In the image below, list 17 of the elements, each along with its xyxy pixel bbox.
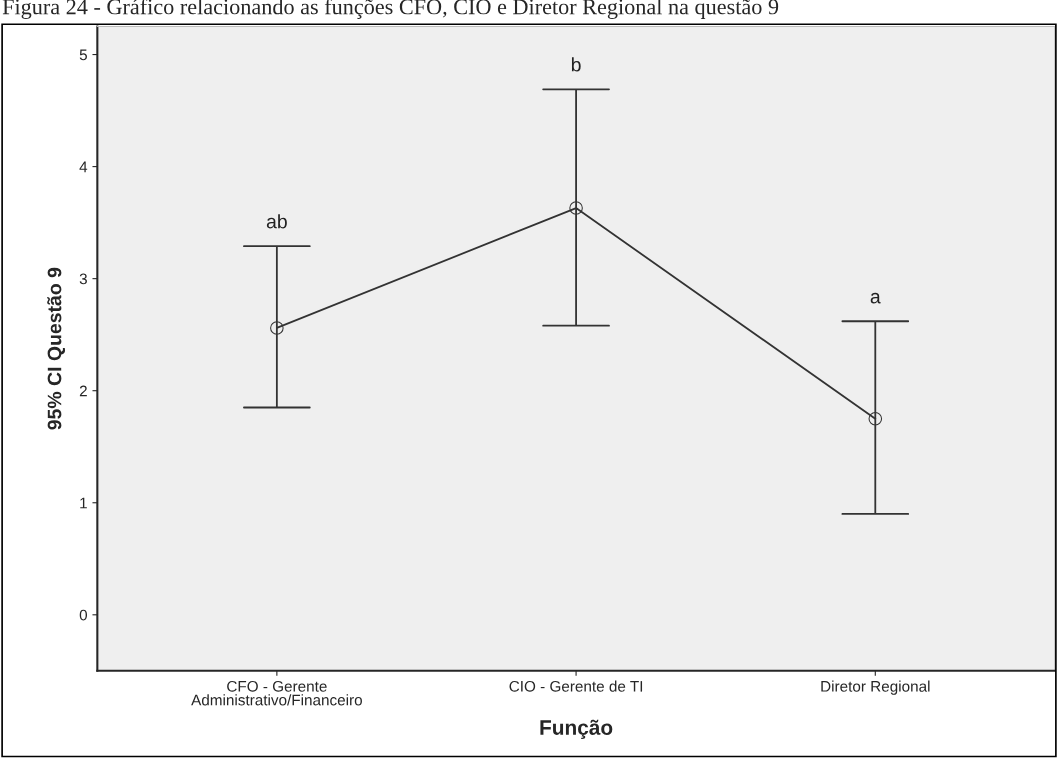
x-axis-title: Função [540, 719, 613, 740]
y-tick-label: 0 [79, 609, 88, 621]
annotation: b [571, 57, 581, 72]
y-tick-label: 5 [79, 49, 87, 61]
point [868, 411, 883, 426]
x-tick-label: CFO - Gerente Administrativo/Financeiro [191, 680, 362, 706]
y-tick-label: 2 [79, 385, 87, 397]
y-axis-title: 95% CI Questão 9 [47, 267, 66, 430]
annotation: ab [266, 214, 287, 229]
x-tick-label: CIO - Gerente de TI [509, 680, 643, 692]
y-tick-label: 3 [79, 273, 87, 285]
point [569, 201, 583, 215]
point [270, 321, 284, 335]
y-tick-label: 1 [80, 497, 87, 509]
y-tick-label: 4 [79, 161, 88, 173]
annotation: a [870, 292, 881, 304]
x-tick-label: Diretor Regional [821, 680, 930, 695]
